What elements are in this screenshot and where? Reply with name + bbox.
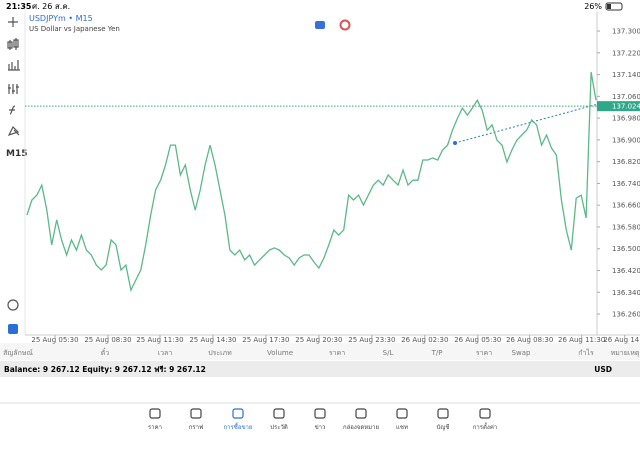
nav-label[interactable]: ประวัติ bbox=[270, 424, 288, 431]
column-header[interactable]: หมายเหตุ bbox=[611, 349, 640, 357]
x-tick-label: 26 Aug 02:30 bbox=[401, 336, 448, 344]
column-header[interactable]: Swap bbox=[512, 349, 531, 357]
chart-mode-icon[interactable] bbox=[7, 299, 19, 311]
indicator-tool[interactable] bbox=[8, 60, 20, 71]
balance-bg bbox=[0, 361, 640, 377]
y-tick-label: 137.220 bbox=[612, 49, 640, 57]
y-tick-label: 136.420 bbox=[612, 267, 640, 275]
candles-tool[interactable] bbox=[7, 38, 19, 50]
current-price-label: 137.024 bbox=[612, 103, 640, 111]
y-tick-label: 137.140 bbox=[612, 71, 640, 79]
nav-icon[interactable] bbox=[355, 408, 367, 419]
settings-tool[interactable] bbox=[8, 84, 19, 94]
timer-icon[interactable] bbox=[339, 19, 351, 31]
column-header[interactable]: T/P bbox=[431, 349, 443, 357]
oneclick-icon[interactable] bbox=[8, 324, 18, 334]
nav-label[interactable]: กราฟ bbox=[189, 424, 203, 431]
nav-icon[interactable] bbox=[149, 408, 161, 419]
status-date: ศ. 26 ส.ค. bbox=[32, 2, 70, 11]
table-header-bg bbox=[0, 343, 640, 360]
x-tick-label: 25 Aug 23:30 bbox=[348, 336, 395, 344]
x-tick-label: 25 Aug 05:30 bbox=[31, 336, 78, 344]
balance-text: Balance: 9 267.12 Equity: 9 267.12 ฟรี: … bbox=[4, 365, 206, 374]
y-tick-label: 136.820 bbox=[612, 158, 640, 166]
column-header[interactable]: กำไร bbox=[578, 348, 594, 357]
y-tick-label: 136.660 bbox=[612, 202, 640, 210]
column-header[interactable]: S/L bbox=[383, 349, 394, 357]
nav-icon[interactable] bbox=[396, 408, 408, 419]
column-header[interactable]: เวลา bbox=[158, 349, 173, 357]
column-header[interactable]: Volume bbox=[267, 349, 293, 357]
y-tick-label: 136.340 bbox=[612, 289, 640, 297]
x-tick-label: 25 Aug 20:30 bbox=[295, 336, 342, 344]
nav-label[interactable]: การซื้อขาย bbox=[224, 421, 253, 431]
column-header[interactable]: สัญลักษณ์ bbox=[3, 349, 33, 357]
x-tick-label: 26 Aug 05:30 bbox=[454, 336, 501, 344]
function-tool[interactable] bbox=[9, 105, 16, 115]
price-line bbox=[26, 71, 597, 293]
y-tick-label: 136.500 bbox=[612, 245, 640, 253]
x-tick-label: 25 Aug 17:30 bbox=[242, 336, 289, 344]
shapes-tool[interactable] bbox=[7, 125, 20, 137]
y-tick-label: 136.260 bbox=[612, 311, 640, 319]
nav-label[interactable]: การตั้งค่า bbox=[473, 421, 497, 431]
trend-line bbox=[454, 103, 599, 144]
column-header[interactable]: ตั๋ว bbox=[101, 348, 110, 357]
nav-icon[interactable] bbox=[232, 408, 244, 419]
trend-start bbox=[453, 141, 457, 145]
nav-icon[interactable] bbox=[273, 408, 285, 419]
status-time: 21:35 bbox=[6, 2, 32, 11]
nav-icon[interactable] bbox=[479, 408, 491, 419]
nav-label[interactable]: กล่องจดหมาย bbox=[343, 424, 379, 431]
y-tick-label: 136.740 bbox=[612, 180, 640, 188]
nav-label[interactable]: แชท bbox=[396, 424, 408, 431]
y-tick-label: 136.980 bbox=[612, 115, 640, 123]
crosshair-tool[interactable] bbox=[8, 17, 18, 27]
nav-label[interactable]: บัญชี bbox=[437, 423, 450, 431]
battery-level bbox=[607, 4, 611, 9]
battery-text: 26% bbox=[584, 2, 602, 11]
x-tick-label: 25 Aug 08:30 bbox=[84, 336, 131, 344]
y-tick-label: 136.580 bbox=[612, 223, 640, 231]
y-tick-label: 136.900 bbox=[612, 136, 640, 144]
nav-icon[interactable] bbox=[314, 408, 326, 419]
column-header[interactable]: ประเภท bbox=[208, 349, 232, 357]
nav-label[interactable]: ข่าว bbox=[315, 424, 326, 431]
chart-title: USDJPYm • M15 bbox=[29, 14, 93, 23]
nav-icon[interactable] bbox=[437, 408, 449, 419]
timeframe[interactable]: M15 bbox=[6, 149, 27, 159]
balance-currency: USD bbox=[594, 365, 612, 374]
x-tick-label: 25 Aug 14:30 bbox=[189, 336, 236, 344]
current-price-tag bbox=[597, 101, 640, 112]
nav-label[interactable]: ราคา bbox=[148, 424, 162, 431]
column-header[interactable]: ราคา bbox=[329, 349, 345, 357]
x-tick-label: 26 Aug 08:30 bbox=[506, 336, 553, 344]
y-tick-label: 137.300 bbox=[612, 28, 640, 36]
x-tick-label: 25 Aug 11:30 bbox=[136, 336, 183, 344]
y-tick-label: 137.060 bbox=[612, 93, 640, 101]
chart-subtitle: US Dollar vs Japanese Yen bbox=[29, 25, 120, 33]
trade-button[interactable] bbox=[315, 21, 325, 29]
x-tick-label: 26 Aug 14:3 bbox=[603, 336, 640, 344]
battery-icon bbox=[605, 2, 623, 11]
column-header[interactable]: ราคา bbox=[476, 349, 492, 357]
nav-icon[interactable] bbox=[190, 408, 202, 419]
x-tick-label: 26 Aug 11:30 bbox=[558, 336, 605, 344]
